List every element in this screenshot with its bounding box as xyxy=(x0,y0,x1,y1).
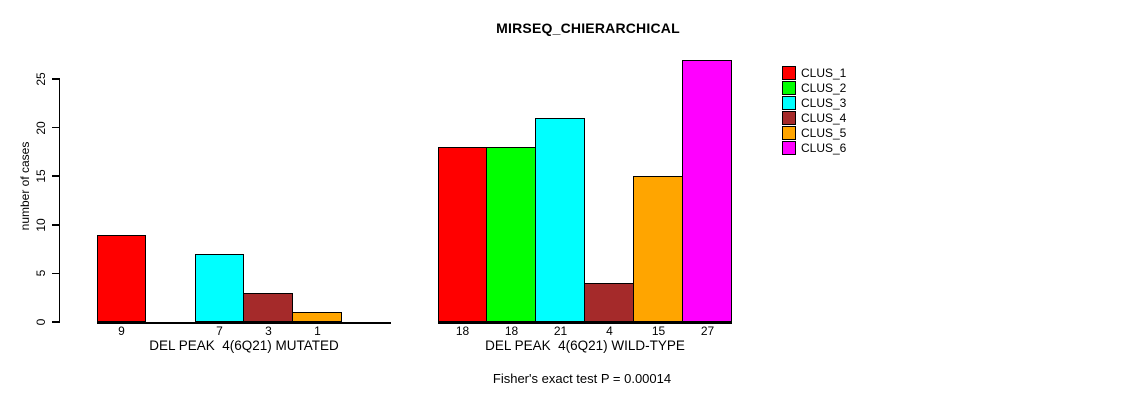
bar-wildtype-clus_4 xyxy=(583,283,634,322)
legend-swatch-clus_6 xyxy=(782,140,796,155)
legend-label: CLUS_3 xyxy=(801,95,847,110)
bar-wildtype-clus_1 xyxy=(438,147,487,322)
fisher-test-note: Fisher's exact test P = 0.00014 xyxy=(492,371,672,386)
bar-value-label: 4 xyxy=(606,324,613,338)
y-axis-tick-label: 0 xyxy=(34,318,48,326)
bar-value-label: 18 xyxy=(455,324,470,338)
legend-label: CLUS_5 xyxy=(801,125,847,140)
y-axis-tick xyxy=(51,126,59,129)
bar-value-label: 1 xyxy=(314,324,321,338)
y-axis-tick xyxy=(51,175,59,177)
legend-swatch-clus_2 xyxy=(782,80,796,95)
legend-item-clus_6: CLUS_6 xyxy=(782,140,846,155)
y-axis-tick-label: 25 xyxy=(34,72,48,86)
bar-wildtype-clus_3 xyxy=(534,117,585,322)
bar-value-label: 21 xyxy=(553,324,568,338)
bar-wildtype-clus_2 xyxy=(485,147,536,322)
chart-title: MIRSEQ_CHIERARCHICAL xyxy=(496,20,680,36)
bar-mutated-clus_5 xyxy=(291,312,342,322)
y-axis-line xyxy=(58,78,60,323)
bar-value-label: 7 xyxy=(216,324,223,338)
y-axis-tick-label: 5 xyxy=(34,270,48,277)
bar-mutated-clus_1 xyxy=(97,234,146,322)
legend-label: CLUS_6 xyxy=(801,140,847,155)
bar-wildtype-clus_6 xyxy=(681,59,732,322)
y-axis-tick-label: 20 xyxy=(34,120,48,135)
legend-swatch-clus_5 xyxy=(782,125,796,140)
legend-swatch-clus_4 xyxy=(782,110,796,125)
y-axis-tick-label: 10 xyxy=(34,218,48,232)
legend-swatch-clus_1 xyxy=(782,65,796,80)
y-axis-tick xyxy=(51,78,59,80)
legend-item-clus_2: CLUS_2 xyxy=(782,80,846,95)
bar-value-label: 15 xyxy=(651,324,666,338)
bar-wildtype-clus_5 xyxy=(632,176,683,322)
bar-value-label: 9 xyxy=(118,324,125,338)
x-axis-label-mutated: DEL PEAK 4(6Q21) MUTATED xyxy=(149,338,339,353)
y-axis-tick xyxy=(51,321,59,323)
legend-label: CLUS_1 xyxy=(801,65,847,80)
legend-item-clus_5: CLUS_5 xyxy=(782,125,846,140)
y-axis-tick-label: 15 xyxy=(34,169,48,183)
y-axis-tick xyxy=(51,272,59,275)
bar-value-label: 27 xyxy=(700,324,715,338)
y-axis-tick xyxy=(51,224,59,226)
legend-label: CLUS_2 xyxy=(801,80,847,95)
bar-mutated-clus_3 xyxy=(195,254,244,322)
legend-item-clus_3: CLUS_3 xyxy=(782,95,846,110)
bar-value-label: 18 xyxy=(504,324,519,338)
legend-item-clus_4: CLUS_4 xyxy=(782,110,846,125)
legend-swatch-clus_3 xyxy=(782,95,796,110)
legend-label: CLUS_4 xyxy=(801,110,847,125)
x-axis-baseline-wildtype xyxy=(438,322,732,324)
bar-mutated-clus_4 xyxy=(242,292,293,322)
legend-item-clus_1: CLUS_1 xyxy=(782,65,846,80)
x-axis-baseline-mutated xyxy=(97,322,391,324)
x-axis-label-wildtype: DEL PEAK 4(6Q21) WILD-TYPE xyxy=(485,338,685,353)
bar-value-label: 3 xyxy=(265,324,272,338)
